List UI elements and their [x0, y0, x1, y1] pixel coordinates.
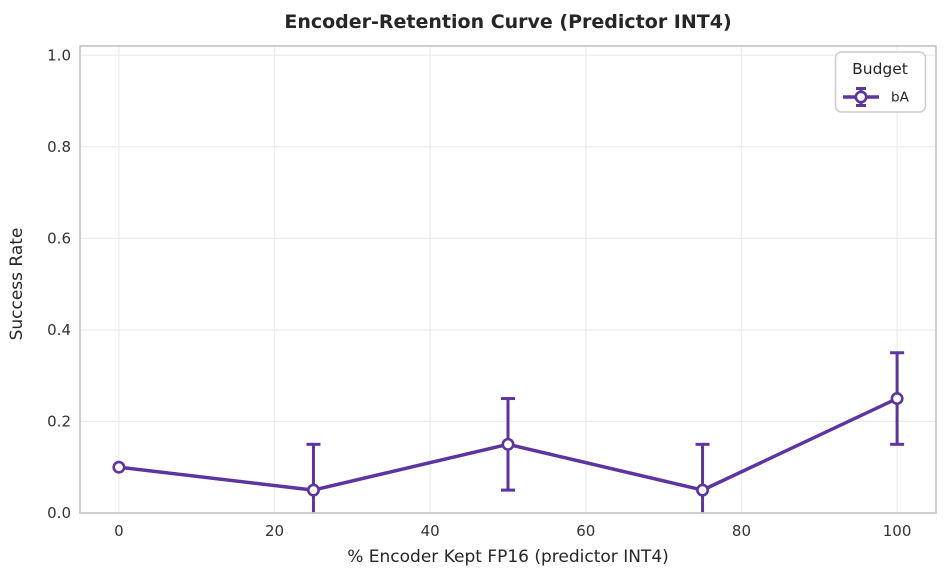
data-point [112, 460, 126, 474]
axes-frame [79, 45, 937, 514]
y-tick-label: 0.6 [47, 229, 71, 247]
x-tick-label: 80 [732, 522, 751, 540]
x-tick-label: 40 [421, 522, 440, 540]
y-tick-label: 0.2 [47, 413, 71, 431]
x-tick-labels: 0 20 40 60 80 100 [114, 522, 911, 540]
x-tick-label: 20 [265, 522, 284, 540]
error-bars [306, 351, 905, 513]
data-point [890, 392, 904, 406]
chart-title: Encoder-Retention Curve (Predictor INT4) [284, 11, 731, 33]
data-point [306, 483, 320, 497]
x-tick-label: 100 [883, 522, 912, 540]
x-tick-label: 0 [114, 522, 124, 540]
data-point [501, 437, 515, 451]
x-axis-label: % Encoder Kept FP16 (predictor INT4) [347, 547, 669, 567]
data-point-markers [112, 392, 904, 497]
y-tick-label: 0.8 [47, 138, 71, 156]
legend-entry-label: bA [891, 90, 910, 106]
y-tick-label: 0.4 [47, 321, 71, 339]
legend-title: Budget [852, 60, 908, 78]
legend: Budget bA [834, 51, 927, 113]
y-tick-labels: 0.0 0.2 0.4 0.6 0.8 1.0 [47, 46, 71, 522]
x-tick-label: 60 [576, 522, 595, 540]
y-tick-label: 0.0 [47, 504, 71, 522]
legend-errorbar-glyph [843, 87, 879, 107]
y-axis-label: Success Rate [7, 228, 27, 341]
data-point [696, 483, 710, 497]
y-tick-label: 1.0 [47, 46, 71, 64]
